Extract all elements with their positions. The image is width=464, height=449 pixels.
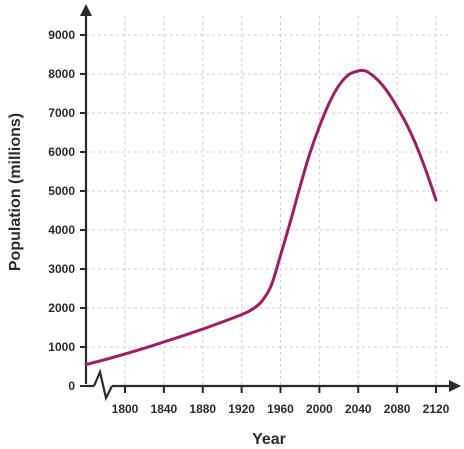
y-tick-label: 4000	[48, 223, 75, 237]
x-tick-label: 2080	[384, 402, 411, 416]
y-tick-label: 8000	[48, 67, 75, 81]
y-tick-label: 6000	[48, 145, 75, 159]
x-axis-break	[92, 368, 113, 402]
y-tick-label: 0	[68, 379, 75, 393]
population-series-line	[84, 68, 438, 367]
y-tick-label: 1000	[48, 340, 75, 354]
y-axis-title: Population (millions)	[7, 113, 24, 271]
x-axis-arrow	[449, 380, 461, 392]
x-tick-label: 2040	[345, 402, 372, 416]
x-ticks: 1800 1840 1880 1920 1960 2000 2040 2080 2120	[112, 386, 450, 416]
x-tick-label: 1840	[151, 402, 178, 416]
axes	[80, 4, 461, 402]
x-tick-label: 1920	[228, 402, 255, 416]
x-tick-label: 2000	[306, 402, 333, 416]
x-axis-title: Year	[252, 431, 286, 448]
y-tick-label: 3000	[48, 262, 75, 276]
x-tick-label: 1960	[267, 402, 294, 416]
x-tick-label: 2120	[423, 402, 450, 416]
x-tick-label: 1800	[112, 402, 139, 416]
series-layer	[84, 68, 438, 367]
y-ticks: 0 1000 2000 3000 4000 5000 6000 7000 8000 9000	[48, 28, 86, 393]
y-tick-label: 7000	[48, 106, 75, 120]
y-tick-label: 2000	[48, 301, 75, 315]
y-tick-label: 5000	[48, 184, 75, 198]
y-axis-arrow	[80, 4, 92, 16]
grid	[86, 16, 448, 386]
x-tick-label: 1880	[189, 402, 216, 416]
y-tick-label: 9000	[48, 28, 75, 42]
